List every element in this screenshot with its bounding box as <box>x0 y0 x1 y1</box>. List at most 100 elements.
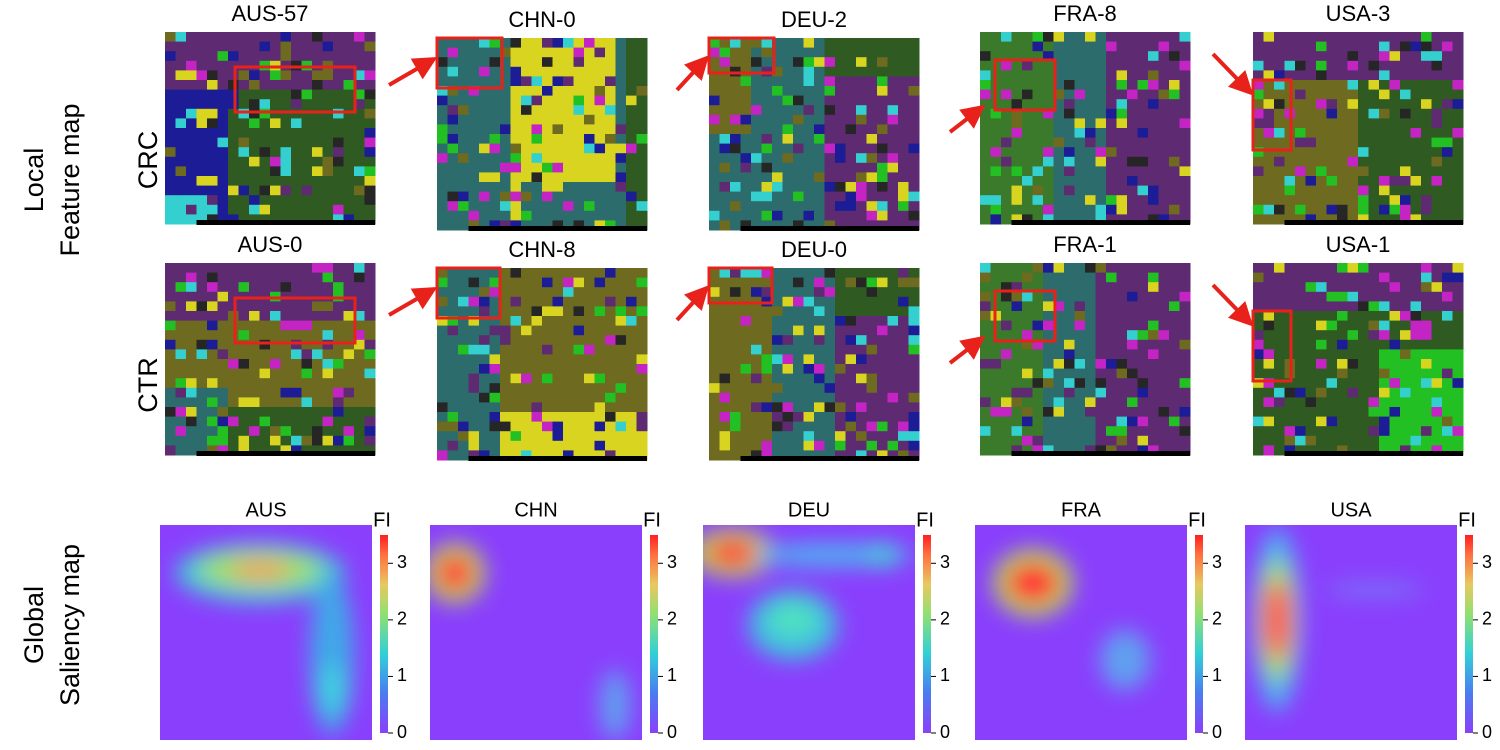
feature-cell <box>186 339 197 350</box>
feature-cell <box>458 114 469 125</box>
feature-cell <box>866 38 878 49</box>
feature-cell <box>887 268 899 279</box>
feature-cell <box>573 57 585 68</box>
feature-cell <box>793 210 804 221</box>
feature-cell <box>354 137 365 148</box>
feature-cell <box>175 195 187 206</box>
feature-cell <box>479 402 490 413</box>
feature-cell <box>866 124 878 135</box>
feature-cell <box>1263 397 1275 408</box>
feature-cell <box>1389 108 1401 119</box>
feature-cell <box>1274 108 1285 119</box>
feature-cell <box>615 287 627 298</box>
feature-cell <box>845 38 857 49</box>
feature-cell <box>772 335 783 346</box>
feature-cell <box>866 172 878 183</box>
feature-cell <box>719 431 731 442</box>
feature-cell <box>740 95 752 106</box>
feature-cell <box>594 134 606 145</box>
feature-cell <box>1169 185 1180 196</box>
feature-cell <box>1431 272 1443 283</box>
feature-cell <box>1106 156 1117 167</box>
feature-cell <box>500 296 511 307</box>
feature-cell <box>615 105 627 116</box>
feature-cell <box>980 282 991 293</box>
feature-cell <box>354 156 365 167</box>
feature-cell <box>301 397 313 408</box>
feature-cell <box>856 325 867 336</box>
feature-cell <box>877 220 888 231</box>
feature-cell <box>280 445 292 456</box>
feature-cell <box>908 412 920 423</box>
feature-cell <box>1053 416 1065 427</box>
feature-cell <box>1074 41 1086 52</box>
feature-cell <box>1368 41 1380 52</box>
feature-cell <box>437 412 448 423</box>
feature-cell <box>1158 156 1170 167</box>
feature-cell <box>709 373 720 384</box>
feature-cell <box>887 431 899 442</box>
feature-cell <box>636 143 648 154</box>
feature-cell <box>1074 166 1086 177</box>
feature-cell <box>1452 282 1464 293</box>
feature-cell <box>1169 349 1180 360</box>
feature-cell <box>1305 330 1317 341</box>
feature-cell <box>782 392 794 403</box>
feature-cell <box>259 204 271 215</box>
feature-cell <box>835 344 846 355</box>
feature-cell <box>1442 320 1453 331</box>
feature-cell <box>1400 166 1411 177</box>
feature-cell <box>1410 51 1422 62</box>
feature-cell <box>291 214 302 225</box>
feature-cell <box>521 450 532 461</box>
feature-cell <box>866 182 878 193</box>
feature-cell <box>1253 349 1264 360</box>
feature-cell <box>301 330 313 341</box>
feature-cell <box>1022 291 1033 302</box>
colorbar-tick-label: 1 <box>940 665 950 685</box>
highlight-box <box>993 289 1057 343</box>
arrow <box>948 335 986 365</box>
feature-cell <box>814 373 825 384</box>
feature-cell <box>1442 70 1453 81</box>
feature-cell <box>1127 32 1138 43</box>
feature-cell <box>500 153 511 164</box>
feature-cell <box>719 450 731 461</box>
feature-cell <box>1179 311 1191 322</box>
feature-cell <box>1316 330 1327 341</box>
feature-cell <box>542 421 553 432</box>
feature-cell <box>1368 108 1380 119</box>
feature-cell <box>458 354 469 365</box>
feature-cell <box>584 402 595 413</box>
feature-cell <box>626 38 637 49</box>
feature-cell <box>980 41 991 52</box>
feature-cell <box>856 95 867 106</box>
feature-cell <box>1442 435 1453 446</box>
feature-cell <box>877 191 888 202</box>
feature-cell <box>866 66 878 77</box>
feature-cell <box>1337 330 1348 341</box>
feature-cell <box>437 134 448 145</box>
feature-cell <box>594 431 606 442</box>
feature-cell <box>1284 185 1296 196</box>
feature-cell <box>270 137 281 148</box>
feature-cell <box>782 306 794 317</box>
feature-cell <box>1158 99 1170 110</box>
feature-cell <box>312 311 323 322</box>
feature-cell <box>824 66 836 77</box>
feature-cell <box>990 41 1002 52</box>
feature-cell <box>1284 416 1296 427</box>
feature-cell <box>1295 32 1306 43</box>
feature-cell <box>709 383 720 394</box>
feature-cell <box>1064 195 1075 206</box>
feature-cell <box>1295 320 1306 331</box>
feature-cell <box>719 335 731 346</box>
feature-cell <box>552 277 564 288</box>
feature-cell <box>605 287 616 298</box>
feature-cell <box>1326 263 1338 274</box>
feature-cell <box>1106 435 1117 446</box>
feature-cell <box>877 182 888 193</box>
feature-cell <box>354 426 365 437</box>
feature-cell <box>500 124 511 135</box>
feature-cell <box>824 220 836 231</box>
